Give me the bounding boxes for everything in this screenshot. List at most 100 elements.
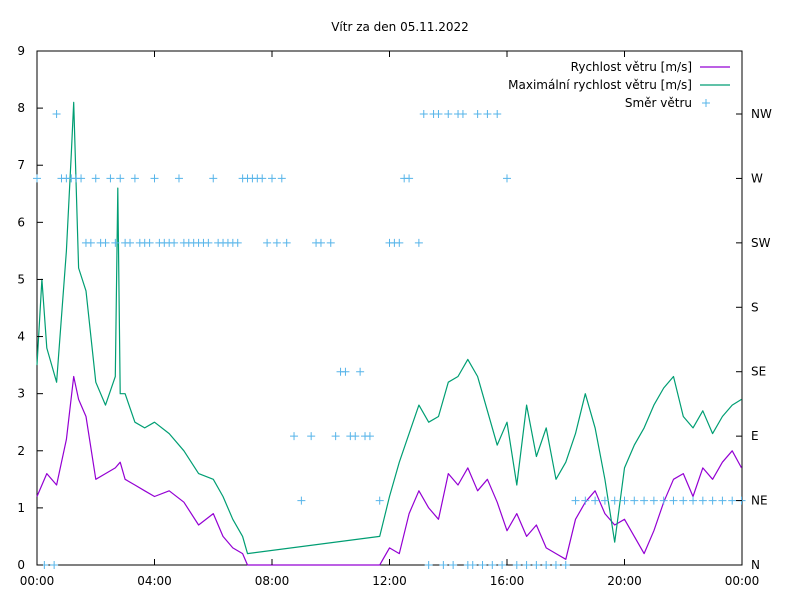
direction-point [468,561,477,569]
y-tick-label: 0 [17,558,25,572]
direction-point [561,561,570,569]
direction-point [478,561,487,569]
direction-point [33,174,41,183]
direction-point [522,561,531,569]
direction-point [341,367,350,376]
x-tick-label: 04:00 [137,574,172,588]
y-tick-label: 9 [17,44,25,58]
y-tick-label: 2 [17,444,25,458]
direction-point [395,238,404,247]
direction-point [483,110,492,118]
direction-points [33,110,746,569]
direction-point [170,238,179,247]
series-layer [33,101,746,569]
direction-point [258,174,267,183]
direction-point [126,238,135,247]
plot-frame [36,50,743,566]
direction-point [498,561,507,569]
direction-point [277,174,286,183]
direction-point [610,496,619,505]
y-tick-label: 6 [17,215,25,229]
legend: Rychlost větru [m/s] Maximální rychlost v… [508,60,730,110]
direction-point [331,432,340,441]
direction-point [542,561,551,569]
direction-point [405,174,414,183]
direction-point [728,496,737,505]
y-tick-label: 3 [17,387,25,401]
direction-point [640,496,649,505]
direction-point [50,561,59,569]
direction-point [444,110,453,118]
direction-point [365,432,374,441]
direction-point [145,238,154,247]
x-tick-label: 16:00 [490,574,525,588]
direction-point [718,496,727,505]
direction-point [473,110,482,118]
direction-point [130,174,139,183]
legend-swatch [702,99,710,107]
direction-point [689,496,698,505]
y2-tick-label: NW [751,107,772,121]
x-tick-label: 12:00 [372,574,407,588]
direction-point [600,496,609,505]
chart-title: Vítr za den 05.11.2022 [331,20,469,34]
direction-point [620,496,629,505]
direction-point [503,174,511,183]
y2-tick-label: N [751,558,760,572]
direction-point [52,110,61,118]
direction-point [488,561,497,569]
direction-point [449,561,458,569]
direction-point [571,496,580,505]
y2-tick-label: NE [751,494,768,508]
direction-point [708,496,717,505]
direction-point [111,238,120,247]
direction-point [698,496,707,505]
direction-point [86,238,95,247]
direction-point [307,432,316,441]
direction-point [512,561,521,569]
direction-point [659,496,668,505]
x-tick-label: 08:00 [255,574,290,588]
direction-point [282,238,291,247]
plot-area: 0 1 2 3 4 5 6 7 8 9 N NE E SE S SW W NW 00:00 04:00 08:00 12:… [17,44,772,588]
direction-point [297,496,306,505]
direction-point [268,174,276,183]
series-line [36,375,743,566]
y2-tick-label: E [751,429,759,443]
direction-point [150,174,159,183]
direction-point [356,367,365,376]
y2-tick-label: SW [751,236,771,250]
direction-point [458,110,467,118]
direction-point [106,174,115,183]
direction-point [272,238,281,247]
y2-tick-label: W [751,171,763,185]
y2-tick-label: S [751,300,759,314]
legend-label: Maximální rychlost větru [m/s] [508,78,692,92]
direction-point [77,174,86,183]
direction-point [263,238,272,247]
direction-point [351,432,360,441]
y-tick-label: 7 [17,158,25,172]
direction-point [414,238,423,247]
direction-point [591,496,600,505]
y-tick-label: 8 [17,101,25,115]
y-tick-label: 5 [17,272,25,286]
direction-point [209,174,218,183]
y-tick-label: 4 [17,330,25,344]
direction-point [424,561,433,569]
y2-tick-label: SE [751,365,766,379]
direction-point [439,561,448,569]
direction-point [434,110,443,118]
direction-point [630,496,639,505]
x-tick-label: 00:00 [725,574,760,588]
x-tick-label: 20:00 [607,574,642,588]
direction-point [375,496,384,505]
direction-point [532,561,541,569]
direction-point [116,174,125,183]
direction-point [233,238,242,247]
direction-point [326,238,335,247]
direction-point [649,496,658,505]
legend-label: Rychlost větru [m/s] [571,60,692,74]
direction-point [101,238,110,247]
